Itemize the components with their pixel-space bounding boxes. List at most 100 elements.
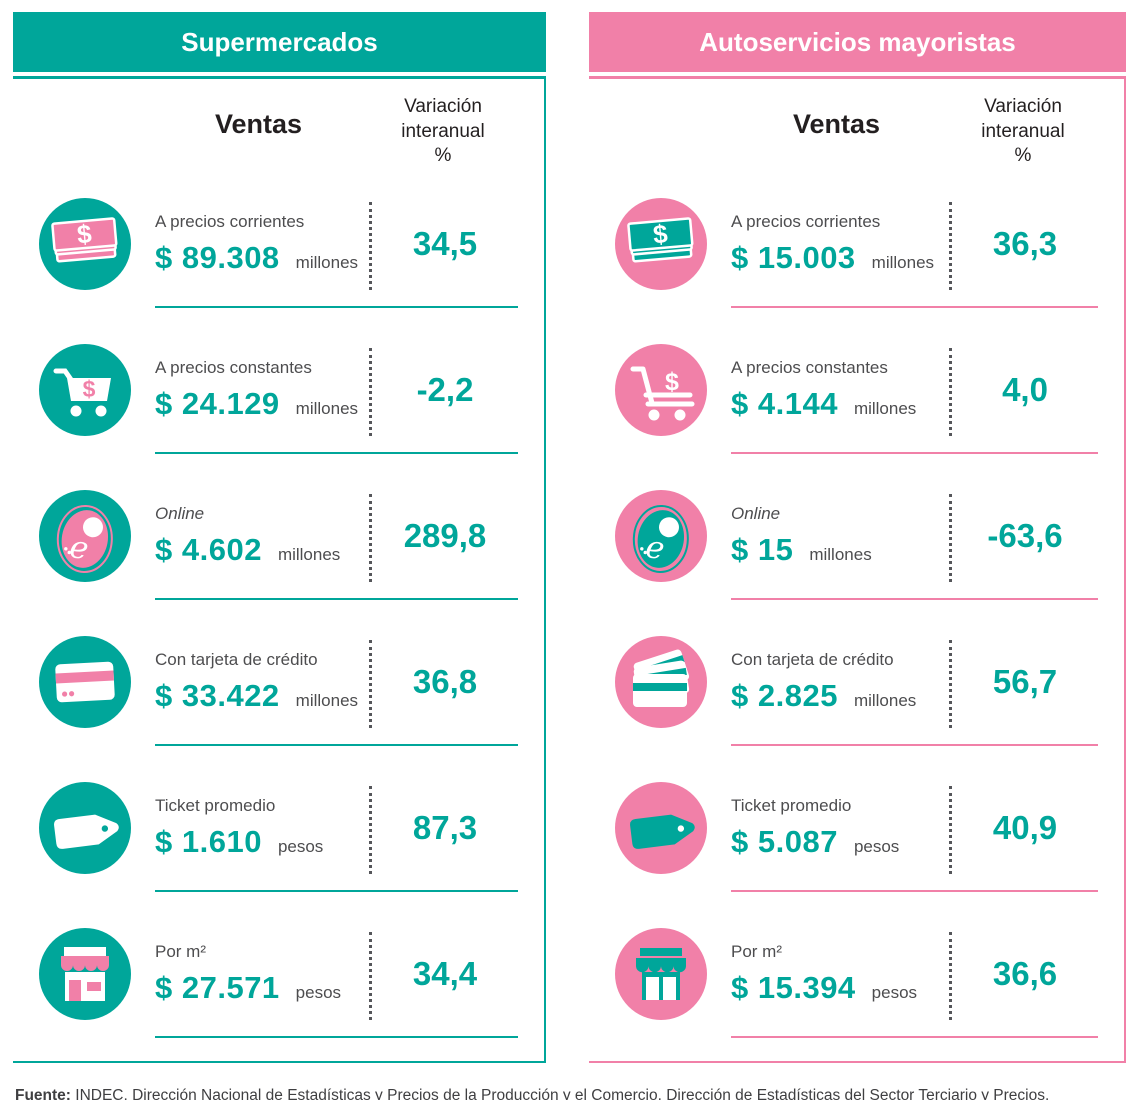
ecommerce-tag-icon: e — [39, 490, 131, 583]
panel-rule — [13, 76, 546, 79]
price-tag-icon — [615, 782, 707, 875]
variation-value: 36,3 — [992, 225, 1058, 263]
column-header-variacion: Variación interanual % — [981, 96, 1065, 167]
metric-value: $ 89.308 — [155, 240, 280, 276]
metric-value: $ 24.129 — [155, 386, 280, 422]
price-tag-icon — [39, 782, 131, 875]
source-label: Fuente: — [15, 1087, 71, 1100]
metric-unit: millones — [871, 253, 935, 273]
metric-unit: pesos — [277, 837, 324, 857]
svg-text:$: $ — [76, 218, 94, 249]
metric-label: Online — [731, 504, 781, 524]
metric-text: A precios constantes $ 24.129 millones — [155, 358, 369, 434]
metric-value-line: $ 5.087 pesos — [731, 824, 949, 860]
shopping-cart-icon: $ — [615, 344, 707, 437]
metric-text: Con tarjeta de crédito $ 2.825 millones — [731, 650, 949, 726]
svg-text:$: $ — [83, 376, 96, 402]
metric-row: $ A precios corrientes $ 89.308 millones 34,… — [13, 171, 544, 317]
source-note: Fuente: INDEC, Dirección Nacional de Est… — [15, 1087, 1124, 1100]
dotted-separator — [369, 202, 372, 291]
metric-row-body: Online $ 15 millones -63,6 — [731, 486, 1098, 601]
metric-row: Ticket promedio $ 1.610 pesos 87,3 — [13, 755, 544, 901]
dotted-separator — [949, 640, 952, 729]
metric-row-body: A precios constantes $ 4.144 millones 4,0 — [731, 340, 1098, 455]
metric-value-line: $ 1.610 pesos — [155, 824, 369, 860]
metric-row-body: Ticket promedio $ 1.610 pesos 87,3 — [155, 778, 518, 893]
source-text: INDEC, Dirección Nacional de Estadística… — [70, 1087, 1050, 1100]
dotted-separator — [369, 348, 372, 437]
metric-row: $ A precios constantes $ 4.144 millones 4,0 — [589, 317, 1124, 463]
metric-row-body: A precios constantes $ 24.129 millones -2,2 — [155, 340, 518, 455]
metric-unit: millones — [295, 253, 359, 273]
metric-unit: millones — [295, 399, 359, 419]
dotted-separator — [949, 348, 952, 437]
metric-label: Ticket promedio — [155, 796, 276, 816]
variation-value: -63,6 — [987, 517, 1063, 555]
metric-row: Ticket promedio $ 5.087 pesos 40,9 — [589, 755, 1124, 901]
metric-text: A precios corrientes $ 15.003 millones — [731, 212, 949, 288]
variation-value: 4,0 — [1002, 371, 1048, 409]
metric-value-line: $ 15.394 pesos — [731, 970, 949, 1006]
metric-label: A precios constantes — [155, 358, 312, 378]
metric-value: $ 15.394 — [731, 970, 856, 1006]
metric-row: Con tarjeta de crédito $ 2.825 millones 56,… — [589, 609, 1124, 755]
metric-row-body: Con tarjeta de crédito $ 33.422 millones 36… — [155, 632, 518, 747]
metric-label: Por m² — [155, 942, 206, 962]
metric-value-line: $ 15 millones — [731, 532, 949, 568]
metric-value: $ 27.571 — [155, 970, 280, 1006]
credit-card-icon — [39, 636, 131, 729]
metric-value: $ 2.825 — [731, 678, 838, 714]
variation-value: 34,5 — [412, 225, 478, 263]
metric-row: $ A precios corrientes $ 15.003 millones 36,… — [589, 171, 1124, 317]
dotted-separator — [949, 202, 952, 291]
variation-value: 40,9 — [992, 809, 1058, 847]
panel-rule — [589, 76, 1126, 79]
metric-row-body: A precios corrientes $ 15.003 millones 36,3 — [731, 194, 1098, 309]
svg-text:$: $ — [652, 218, 670, 249]
metric-value-line: $ 2.825 millones — [731, 678, 949, 714]
metric-value-line: $ 4.602 millones — [155, 532, 369, 568]
metric-value: $ 33.422 — [155, 678, 280, 714]
rows-supermercados: $ A precios corrientes $ 89.308 millones 34,… — [13, 171, 544, 1047]
metric-label: Con tarjeta de crédito — [155, 650, 318, 670]
metric-unit: millones — [853, 691, 917, 711]
ecommerce-tag-icon: e — [615, 490, 707, 583]
storefront-icon — [615, 928, 707, 1021]
metric-text: A precios constantes $ 4.144 millones — [731, 358, 949, 434]
metric-row: Con tarjeta de crédito $ 33.422 millones 36… — [13, 609, 544, 755]
metric-row-body: Por m² $ 27.571 pesos 34,4 — [155, 924, 518, 1039]
shopping-cart-icon: $ — [39, 344, 131, 437]
metric-row-body: A precios corrientes $ 89.308 millones 34,5 — [155, 194, 518, 309]
metric-value: $ 15 — [731, 532, 794, 568]
metric-row: Por m² $ 15.394 pesos 36,6 — [589, 901, 1124, 1047]
metric-row-body: Con tarjeta de crédito $ 2.825 millones 56,… — [731, 632, 1098, 747]
metric-unit: millones — [295, 691, 359, 711]
metric-value-line: $ 4.144 millones — [731, 386, 949, 422]
rows-autoservicios: $ A precios corrientes $ 15.003 millones 36,… — [589, 171, 1124, 1047]
dotted-separator — [369, 932, 372, 1021]
metric-label: A precios corrientes — [731, 212, 881, 232]
metric-value-line: $ 15.003 millones — [731, 240, 949, 276]
panel-supermercados: Supermercados Ventas Variación interanua… — [13, 12, 546, 1064]
svg-text:$: $ — [665, 368, 679, 396]
dotted-separator — [369, 786, 372, 875]
metric-text: Por m² $ 27.571 pesos — [155, 942, 369, 1018]
money-bills-icon: $ — [39, 198, 131, 291]
metric-value-line: $ 33.422 millones — [155, 678, 369, 714]
metric-value: $ 4.602 — [155, 532, 262, 568]
money-bills-icon: $ — [615, 198, 707, 291]
column-headers: Ventas Variación interanual % — [13, 79, 544, 171]
panel-title-autoservicios: Autoservicios mayoristas — [589, 12, 1126, 72]
panels-container: Supermercados Ventas Variación interanua… — [13, 12, 1126, 1064]
metric-unit: pesos — [295, 983, 342, 1003]
metric-value: $ 5.087 — [731, 824, 838, 860]
metric-row-body: Ticket promedio $ 5.087 pesos 40,9 — [731, 778, 1098, 893]
dotted-separator — [949, 494, 952, 583]
metric-row-body: Por m² $ 15.394 pesos 36,6 — [731, 924, 1098, 1039]
metric-value: $ 4.144 — [731, 386, 838, 422]
panel-body: Ventas Variación interanual % $ A precios… — [13, 79, 546, 1064]
panel-title-supermercados: Supermercados — [13, 12, 546, 72]
metric-text: Por m² $ 15.394 pesos — [731, 942, 949, 1018]
metric-label: Con tarjeta de crédito — [731, 650, 894, 670]
